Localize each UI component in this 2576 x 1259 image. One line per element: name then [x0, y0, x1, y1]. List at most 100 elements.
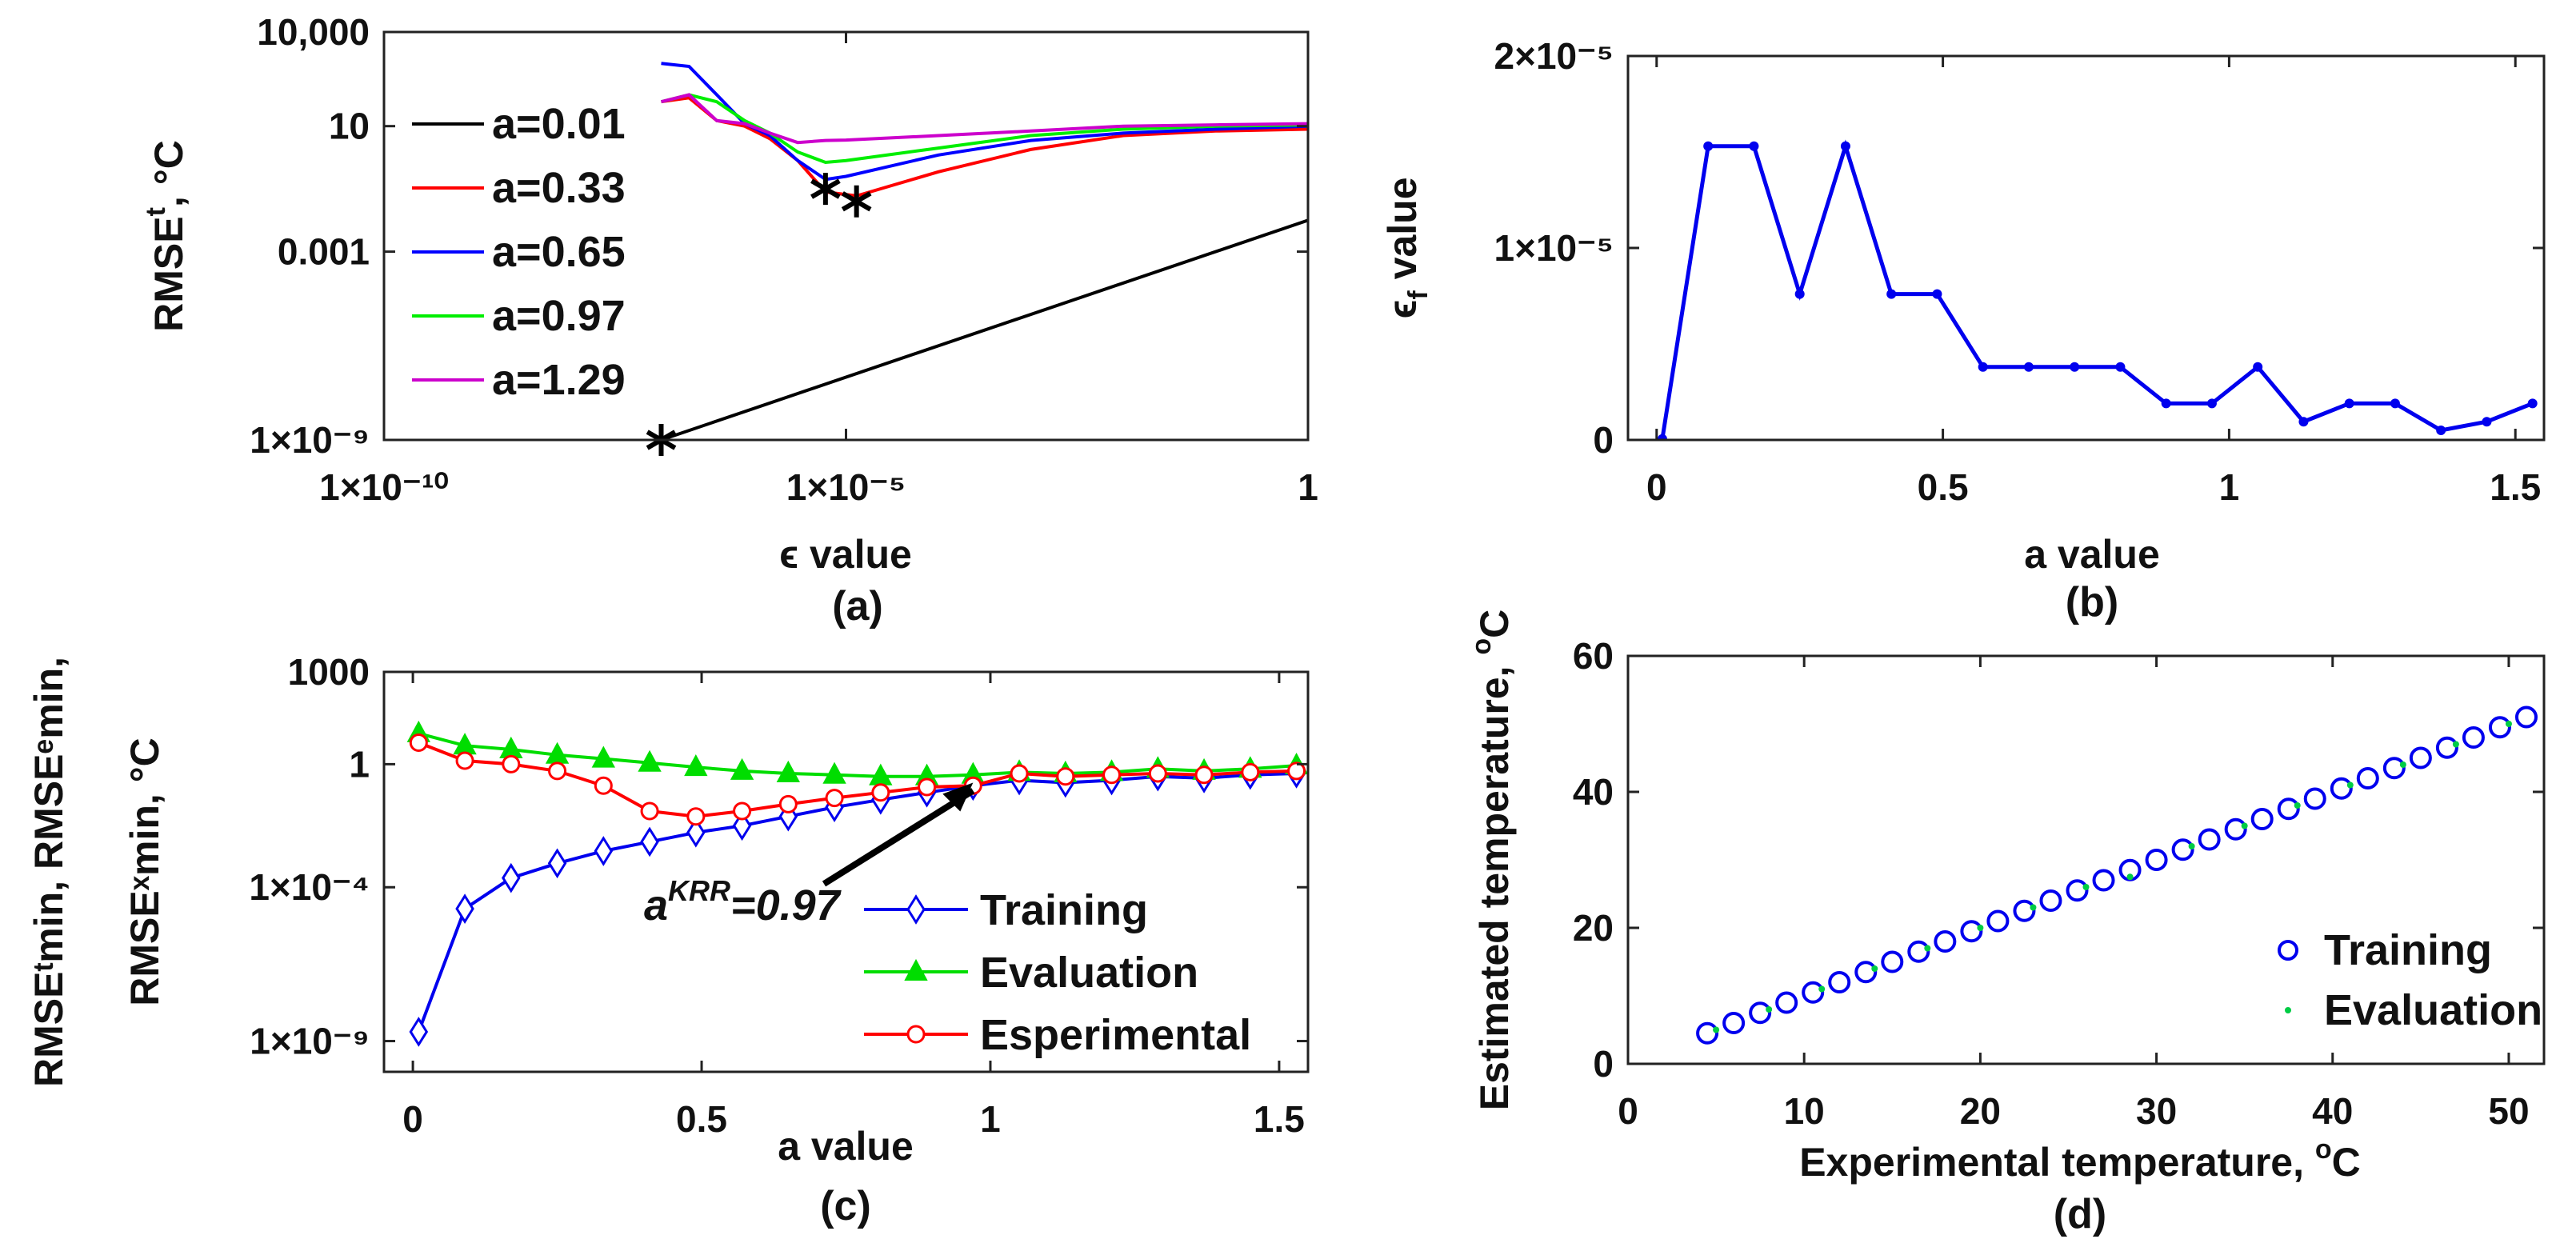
- chart-d-point-training: [2330, 777, 2353, 800]
- chart-c-point-Esperimental: [733, 801, 752, 821]
- chart-b-ytick-label: 2×10⁻⁵: [1494, 35, 1614, 77]
- chart-d-xtick-label: 0: [1618, 1090, 1638, 1132]
- chart-c-xlabel: a value: [778, 1124, 914, 1169]
- chart-b: 0 0.5 1 1.5 01×10⁻⁵2×10⁻⁵ a value ϵf value …: [1380, 35, 2546, 626]
- chart-c-ytick-label: 1000: [288, 651, 370, 693]
- chart-c-ytick-label: 1×10⁻⁹: [250, 1021, 370, 1062]
- chart-c-point-Esperimental: [594, 776, 613, 795]
- chart-b-point: [2070, 362, 2080, 372]
- chart-d-point-evaluation: [2082, 884, 2090, 890]
- chart-c-point-Esperimental: [1148, 764, 1167, 783]
- chart-a-xlabel: ϵ value: [779, 532, 912, 577]
- chart-d-xtick-label: 10: [1784, 1090, 1825, 1132]
- chart-d-point-training: [2303, 787, 2326, 810]
- chart-d-point-training: [2145, 849, 2168, 871]
- chart-b-ylabel: ϵf value: [1380, 177, 1434, 318]
- chart-d-xtick-label: 20: [1960, 1090, 2001, 1132]
- chart-c-xtick-label: 0.5: [676, 1098, 727, 1140]
- chart-d-point-training: [1854, 961, 1878, 984]
- chart-d-point-evaluation: [1818, 985, 1826, 993]
- chart-c-point-Evaluation: [822, 761, 846, 784]
- chart-d-point-training: [1934, 930, 1957, 953]
- chart-b-point: [2527, 398, 2538, 409]
- chart-d-frame: [1626, 654, 2546, 1065]
- chart-a-legend-label: a=0.01: [492, 100, 626, 148]
- chart-d-point-evaluation: [2241, 822, 2248, 829]
- chart-c-ytick-label: 1: [349, 743, 370, 785]
- chart-c-frame: [382, 670, 1310, 1073]
- chart-d-point-training: [1802, 981, 1825, 1004]
- chart-b-xtick-label: 0.5: [1918, 466, 1969, 508]
- chart-a-ytick-label: 0.001: [278, 231, 370, 273]
- chart-d-point-evaluation: [2188, 843, 2195, 849]
- chart-b-point: [1840, 141, 1850, 151]
- chart-b-xtick-label: 1: [2219, 466, 2240, 508]
- chart-d-point-training: [2224, 817, 2247, 841]
- chart-d-legend-marker: [2278, 940, 2298, 961]
- chart-d-point-training: [2488, 716, 2511, 739]
- chart-d-point-evaluation: [2294, 802, 2301, 809]
- chart-d-xtick-label: 40: [2312, 1090, 2353, 1132]
- chart-d-point-evaluation: [2505, 721, 2512, 727]
- chart-c: 0 0.5 1 1.5 1×10⁻⁹ 1×10⁻⁴ 1 1000 aKRR=0.97 Tra…: [26, 651, 1310, 1229]
- chart-b-xtick-label: 0: [1646, 466, 1667, 508]
- chart-b-point: [1749, 141, 1759, 151]
- chart-c-point-Esperimental: [686, 807, 706, 826]
- chart-b-frame: [1626, 54, 2546, 442]
- chart-d-point-training: [2013, 899, 2036, 922]
- chart-c-point-Esperimental: [455, 751, 474, 770]
- chart-c-point-Esperimental: [825, 789, 844, 808]
- chart-d-point-training: [1749, 1001, 1772, 1025]
- chart-b-ytick-label: 1×10⁻⁵: [1494, 227, 1614, 269]
- chart-c-xtick-label: 1.5: [1254, 1098, 1305, 1140]
- chart-d-point-evaluation: [2126, 873, 2134, 881]
- chart-d-ytick-label: 40: [1573, 771, 1614, 813]
- chart-d-point-training: [1986, 909, 2010, 933]
- chart-c-point-Esperimental: [1287, 761, 1306, 781]
- chart-d-point-training: [1907, 940, 1930, 963]
- chart-d-point-training: [1881, 950, 1904, 973]
- chart-d-point-training: [1828, 971, 1851, 993]
- chart-d-point-training: [1960, 920, 1983, 943]
- chart-c-point-Esperimental: [502, 754, 521, 773]
- chart-d-ytick-label: 60: [1573, 635, 1614, 677]
- chart-c-point-Training: [547, 848, 567, 879]
- chart-b-point: [2390, 398, 2400, 409]
- chart-a-legend-label: a=1.29: [492, 356, 626, 404]
- chart-a: 1×10⁻¹⁰ 1×10⁻⁵ 1 1×10⁻⁹ 0.001 10 10,000 a=0.0…: [141, 11, 1318, 630]
- chart-d-point-training: [2250, 808, 2274, 830]
- chart-c-ylabel-line1: RMSEᵗmin, RMSEᵉmin,: [26, 657, 71, 1087]
- chart-d-point-training: [2382, 757, 2406, 780]
- chart-d-point-evaluation: [2030, 904, 2037, 911]
- chart-b-point: [1794, 289, 1805, 299]
- chart-a-ylabel: RMSEt, °C: [141, 140, 191, 332]
- chart-c-point-Esperimental: [1056, 767, 1075, 786]
- chart-d-legend-label: Training: [2324, 926, 2492, 974]
- chart-b-point: [1932, 289, 1942, 299]
- chart-d-point-training: [2039, 889, 2062, 912]
- chart-b-point: [2253, 362, 2263, 372]
- chart-c-point-Esperimental: [1194, 765, 1214, 785]
- chart-c-point-Training: [409, 1017, 429, 1047]
- chart-b-point: [2436, 426, 2446, 435]
- chart-d-ytick-label: 0: [1593, 1043, 1614, 1085]
- chart-b-point: [2115, 362, 2126, 372]
- chart-c-annotation-arrow: [822, 788, 975, 887]
- chart-c-point-Evaluation: [730, 757, 754, 780]
- chart-d-point-evaluation: [1713, 1026, 1720, 1033]
- chart-d-point-training: [2356, 767, 2379, 789]
- chart-b-point: [2023, 362, 2034, 372]
- chart-d-point-training: [2409, 746, 2432, 769]
- chart-c-legend-label: Esperimental: [980, 1011, 1251, 1059]
- chart-b-panel-label: (b): [2066, 579, 2118, 626]
- chart-b-line: [1660, 139, 2534, 440]
- chart-c-legend-marker: [906, 1025, 926, 1044]
- chart-c-panel-label: (c): [820, 1183, 871, 1229]
- chart-b-point: [1978, 362, 1988, 372]
- chart-d-point-training: [2462, 726, 2485, 749]
- chart-c-point-Training: [594, 836, 614, 866]
- chart-d-point-training: [2066, 879, 2089, 902]
- chart-b-point: [1886, 289, 1897, 299]
- chart-d-point-evaluation: [1977, 925, 1984, 931]
